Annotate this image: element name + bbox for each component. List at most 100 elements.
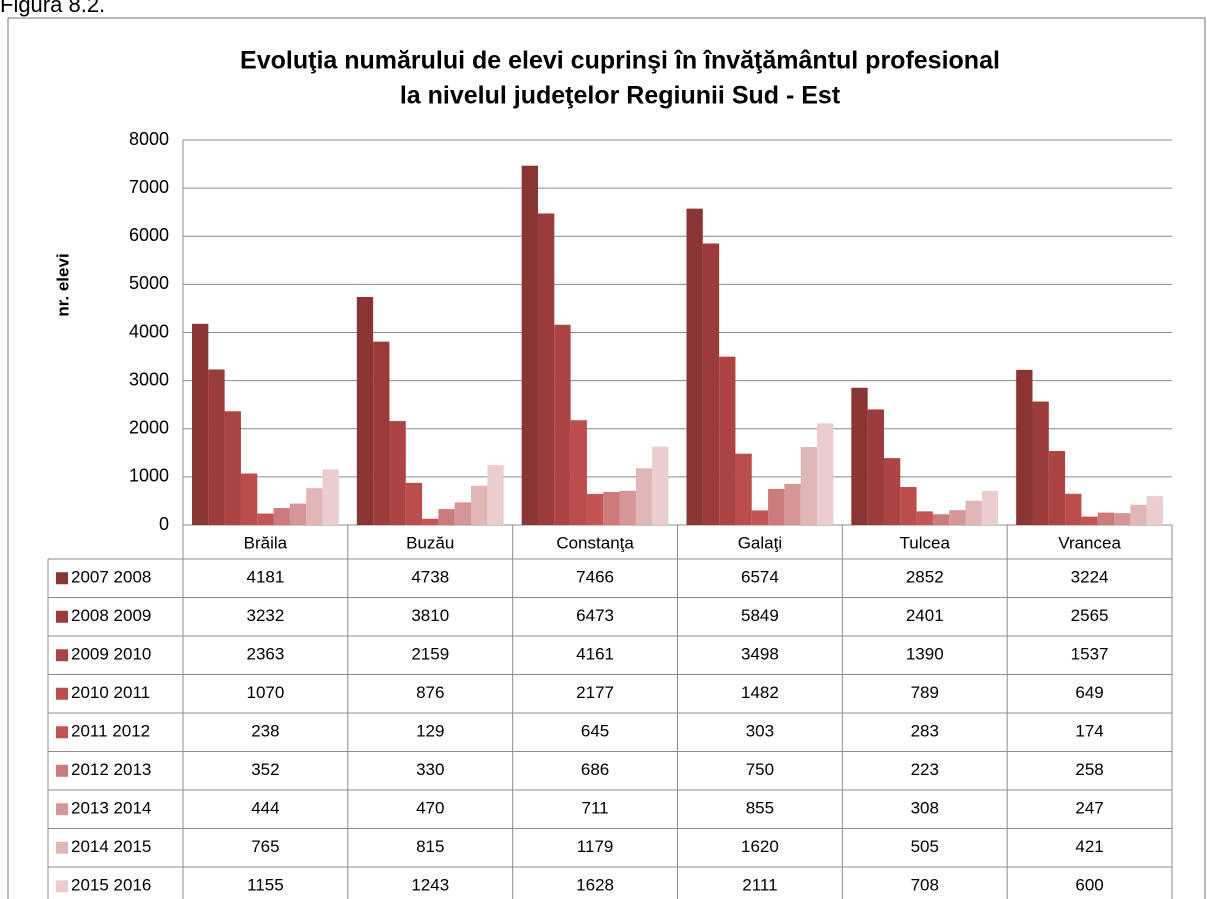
bar	[1048, 451, 1066, 525]
bar	[1065, 493, 1082, 525]
table-value: 2565	[1071, 606, 1109, 625]
table-value: 789	[911, 683, 939, 702]
legend-swatch	[56, 726, 68, 739]
table-value: 1390	[906, 645, 944, 664]
bar	[719, 356, 736, 525]
y-tick-label: 6000	[129, 225, 169, 245]
bar	[373, 341, 390, 525]
table-value: 876	[416, 683, 444, 702]
bar	[751, 510, 769, 525]
x-tick-label: Brăila	[244, 533, 288, 552]
x-tick-label: Constanţa	[556, 533, 634, 552]
bar	[306, 488, 323, 525]
y-axis-label: nr. elevi	[53, 253, 72, 316]
table-value: 2177	[576, 683, 614, 702]
y-tick-label: 0	[159, 514, 169, 534]
table-value: 470	[416, 799, 444, 818]
bar	[817, 423, 834, 525]
bar	[1016, 369, 1033, 525]
bar	[240, 473, 258, 525]
bar	[932, 514, 950, 525]
table-value: 247	[1075, 799, 1103, 818]
table-value: 303	[746, 722, 774, 741]
bar	[686, 208, 703, 525]
table-value: 711	[582, 799, 609, 818]
bar	[652, 446, 669, 525]
legend-label: 2008 2009	[71, 606, 151, 625]
bar	[800, 447, 818, 525]
bar	[635, 468, 653, 525]
bar	[603, 491, 620, 525]
table-value: 330	[416, 760, 444, 779]
table-value: 1179	[577, 837, 614, 856]
bar	[454, 502, 472, 525]
table-value: 1620	[741, 837, 779, 856]
x-tick-label: Buzău	[406, 533, 454, 552]
legend-label: 2012 2013	[71, 760, 151, 779]
legend-swatch	[56, 610, 68, 623]
bar	[1114, 513, 1131, 525]
bar	[438, 509, 455, 525]
bar	[322, 469, 339, 525]
table-value: 174	[1075, 722, 1103, 741]
table-value: 3224	[1071, 568, 1109, 587]
table-value: 6574	[741, 568, 779, 587]
bar	[949, 510, 966, 525]
table-value: 129	[416, 722, 444, 741]
legend-label: 2009 2010	[71, 645, 151, 664]
table-value: 7466	[576, 568, 614, 587]
table-value: 686	[581, 760, 609, 779]
table-value: 444	[251, 799, 279, 818]
x-tick-label: Galaţi	[738, 533, 782, 552]
table-value: 3232	[247, 606, 285, 625]
table-value: 750	[746, 760, 774, 779]
table-value: 4181	[247, 568, 285, 587]
bar	[208, 369, 225, 525]
y-tick-label: 7000	[129, 177, 169, 197]
bar	[900, 487, 917, 525]
x-tick-label: Tulcea	[900, 533, 951, 552]
table-value: 2852	[906, 568, 944, 587]
table-value: 765	[251, 837, 279, 856]
table-value: 1243	[411, 876, 449, 895]
chart-title: Evoluţia numărului de elevi cuprinşi în …	[240, 47, 1000, 75]
bar	[702, 243, 720, 525]
legend-label: 2010 2011	[71, 683, 150, 702]
table-value: 5849	[741, 606, 779, 625]
table-value: 3810	[411, 606, 449, 625]
bar	[356, 296, 374, 525]
legend-label: 2015 2016	[71, 876, 151, 895]
bar	[487, 465, 504, 525]
table-value: 600	[1075, 876, 1103, 895]
table-value: 421	[1075, 837, 1103, 856]
table-value: 505	[911, 837, 939, 856]
bar	[257, 513, 274, 525]
table-value: 352	[251, 760, 279, 779]
y-tick-label: 8000	[129, 129, 169, 149]
y-tick-label: 5000	[129, 273, 169, 293]
table-value: 1155	[247, 876, 284, 895]
bar	[422, 518, 439, 525]
table-value: 855	[746, 799, 774, 818]
bar	[784, 483, 801, 525]
legend-label: 2011 2012	[71, 722, 150, 741]
table-value: 258	[1075, 760, 1103, 779]
y-tick-label: 3000	[129, 369, 169, 389]
bar	[981, 490, 999, 525]
bar	[619, 490, 636, 525]
bar	[867, 409, 884, 525]
table-value: 2401	[906, 606, 944, 625]
legend-swatch	[56, 572, 68, 585]
table-value: 645	[581, 722, 609, 741]
chart-title: la nivelul judeţelor Regiunii Sud - Est	[400, 82, 841, 110]
bar	[273, 508, 290, 525]
y-tick-label: 4000	[129, 321, 169, 341]
bar	[1032, 401, 1049, 525]
table-value: 238	[251, 722, 279, 741]
y-tick-label: 2000	[129, 418, 169, 438]
bar	[570, 420, 587, 525]
bar	[735, 453, 752, 525]
bar	[1097, 512, 1115, 525]
table-value: 1070	[247, 683, 285, 702]
